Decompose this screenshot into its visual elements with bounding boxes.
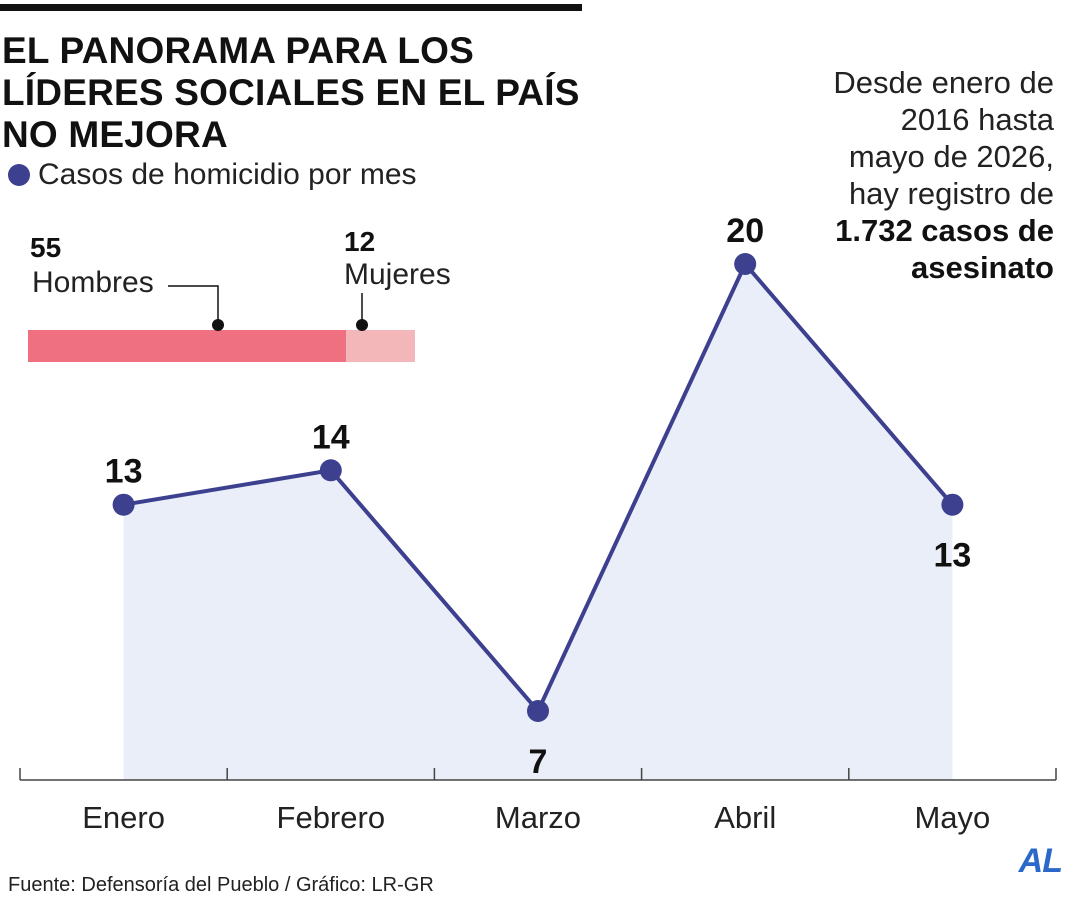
men-label: Hombres bbox=[32, 266, 154, 299]
legend-label: Casos de homicidio por mes bbox=[38, 158, 417, 191]
data-point bbox=[734, 253, 757, 275]
data-label: 14 bbox=[312, 418, 350, 456]
legend-dot-icon bbox=[8, 164, 30, 186]
side-note-line: mayo de 2026, bbox=[848, 139, 1054, 174]
x-tick-label: Abril bbox=[714, 800, 776, 835]
women-count: 12 bbox=[344, 226, 376, 257]
x-tick-label: Enero bbox=[82, 800, 165, 835]
side-note-line: Desde enero de bbox=[833, 65, 1054, 100]
brand-logo: AL bbox=[1018, 842, 1063, 880]
side-note-line: hay registro de bbox=[848, 176, 1054, 211]
data-label: 13 bbox=[105, 453, 143, 491]
side-note-total-unit: asesinato bbox=[910, 250, 1054, 285]
data-point bbox=[112, 493, 135, 516]
side-note-line: 2016 hasta bbox=[900, 102, 1054, 137]
side-note: Desde enero de 2016 hasta mayo de 2026, … bbox=[754, 64, 1054, 286]
data-point bbox=[319, 459, 342, 482]
footer-source: Fuente: Defensoría del Pueblo / Gráfico:… bbox=[8, 874, 434, 896]
area-fill bbox=[123, 264, 953, 780]
data-label: 20 bbox=[726, 212, 764, 250]
data-label: 13 bbox=[933, 537, 971, 575]
men-leader-line bbox=[168, 285, 219, 325]
data-label: 7 bbox=[529, 743, 548, 781]
data-point bbox=[941, 493, 964, 516]
women-leader-dot bbox=[356, 319, 368, 331]
x-tick-label: Febrero bbox=[277, 800, 386, 835]
legend: Casos de homicidio por mes bbox=[8, 158, 417, 192]
men-count: 55 bbox=[30, 232, 62, 263]
top-rule bbox=[0, 4, 582, 11]
data-point bbox=[527, 700, 549, 722]
side-note-total: 1.732 casos de bbox=[835, 213, 1054, 248]
women-label: Mujeres bbox=[344, 258, 451, 291]
x-tick-label: Mayo bbox=[914, 800, 990, 835]
chart-title: EL PANORAMA PARA LOS LÍDERES SOCIALES EN… bbox=[2, 30, 580, 155]
men-bar bbox=[28, 330, 346, 362]
x-tick-label: Marzo bbox=[495, 800, 581, 835]
women-bar bbox=[346, 330, 415, 362]
men-leader-dot bbox=[212, 319, 224, 331]
